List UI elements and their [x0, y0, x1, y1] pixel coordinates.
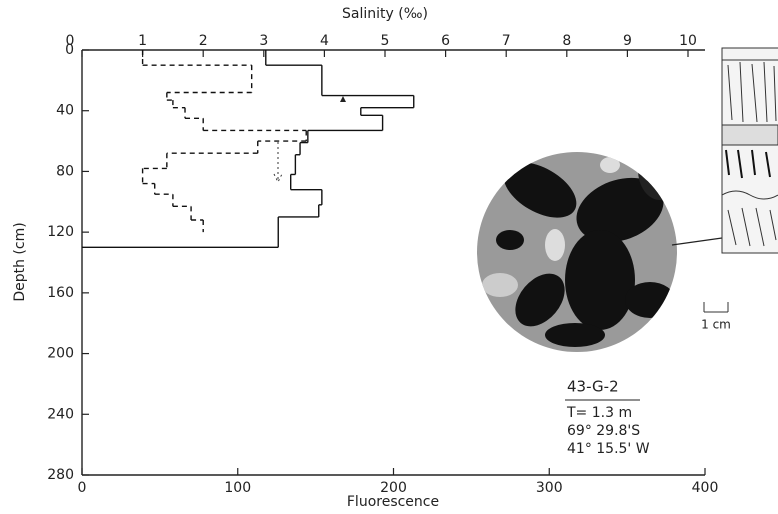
x2-axis-title: Salinity (‰) — [342, 6, 428, 22]
x-tick-label: 200 — [380, 480, 407, 496]
micrograph — [477, 152, 723, 352]
y-tick-label: 280 — [47, 467, 74, 483]
y-tick-label: 120 — [47, 224, 74, 240]
x2-tick-label: 7 — [502, 33, 511, 49]
x2-tick-label: 5 — [381, 33, 390, 49]
sample-line: 69° 29.8'S — [567, 423, 640, 439]
x-tick-label: 0 — [78, 480, 87, 496]
x2-tick-label: 0 — [66, 33, 75, 49]
core-diagram — [721, 47, 778, 254]
x2-tick-label: 3 — [259, 33, 268, 49]
sample-line: 41° 15.5' W — [567, 441, 650, 457]
y-tick-label: 160 — [47, 285, 74, 301]
sample-id: 43-G-2 — [567, 378, 619, 396]
x2-tick-label: 2 — [199, 33, 208, 49]
y-tick-label: 0 — [65, 42, 74, 58]
x2-tick-label: 9 — [623, 33, 632, 49]
x-tick-label: 300 — [536, 480, 563, 496]
y-tick-label: 200 — [47, 346, 74, 362]
x-tick-label: 100 — [224, 480, 251, 496]
marker — [340, 96, 346, 102]
x2-tick-label: 6 — [441, 33, 450, 49]
y-axis-title: Depth (cm) — [12, 222, 28, 301]
scale-label: 1 cm — [701, 318, 731, 332]
x-tick-label: 400 — [692, 480, 719, 496]
y-tick-label: 40 — [56, 103, 74, 119]
scale-bar — [703, 302, 729, 313]
x2-tick-label: 8 — [562, 33, 571, 49]
sample-line: T= 1.3 m — [566, 405, 632, 421]
x2-tick-label: 10 — [679, 33, 697, 49]
y-tick-label: 80 — [56, 163, 74, 179]
y-tick-label: 240 — [47, 406, 74, 422]
arrow — [273, 142, 283, 184]
x2-tick-label: 4 — [320, 33, 329, 49]
x2-tick-label: 1 — [138, 33, 147, 49]
x-axis-title: Fluorescence — [347, 494, 439, 510]
